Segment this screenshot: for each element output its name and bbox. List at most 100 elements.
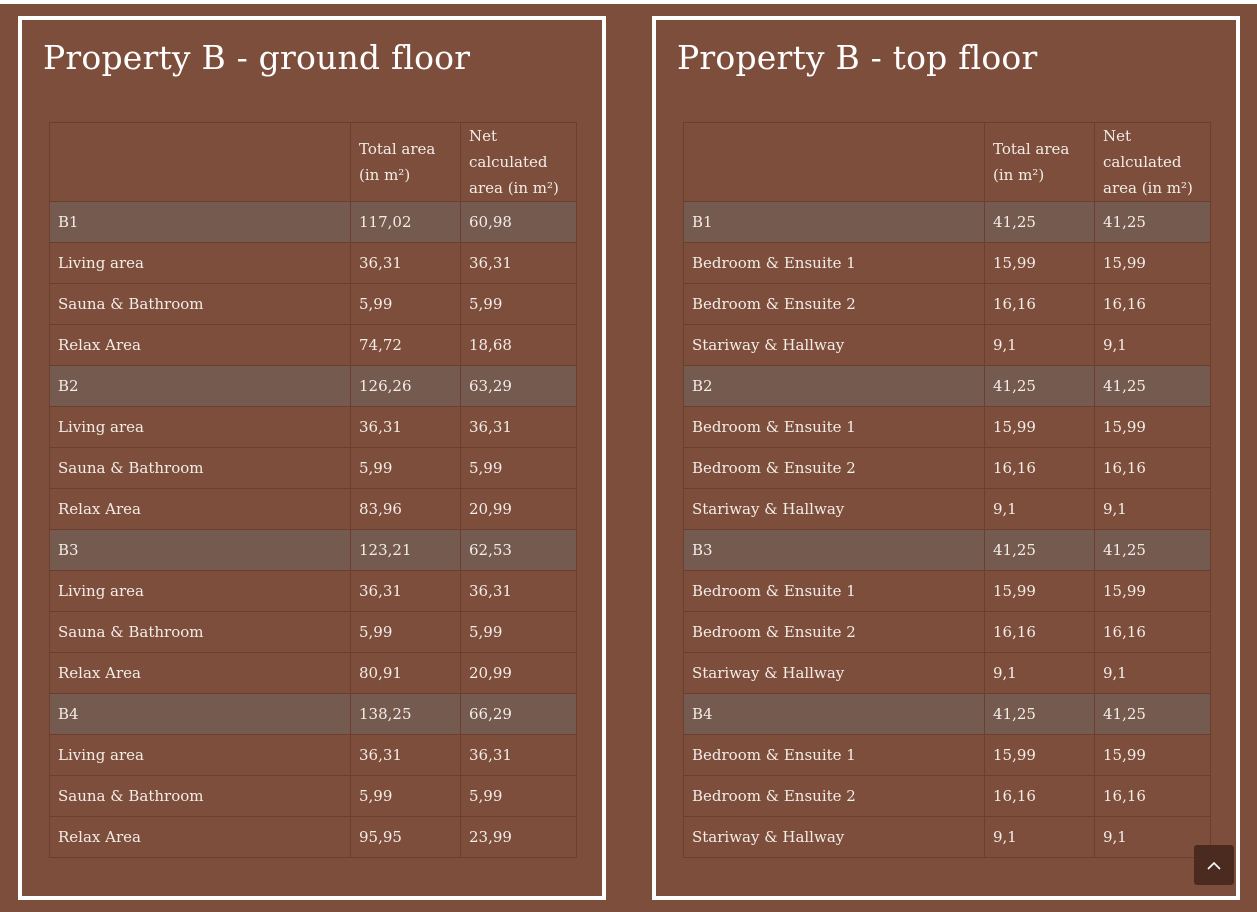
unit-group-row: B4 138,25 66,29 <box>49 693 577 735</box>
top-floor-table: Total area (in m²) Net calculated area (… <box>683 122 1211 858</box>
header-net-area: Net calculated area (in m²) <box>1094 122 1211 202</box>
unit-group-row: B3 41,25 41,25 <box>683 529 1211 571</box>
room-name-cell: Living area <box>49 242 351 284</box>
room-name-cell: Sauna & Bathroom <box>49 283 351 325</box>
total-area-cell: 41,25 <box>984 693 1095 735</box>
room-name-cell: Living area <box>49 570 351 612</box>
room-name-cell: Stariway & Hallway <box>683 816 985 858</box>
room-name-cell: Sauna & Bathroom <box>49 775 351 817</box>
total-area-cell: 36,31 <box>350 242 461 284</box>
net-area-cell: 15,99 <box>1094 406 1211 448</box>
total-area-cell: 16,16 <box>984 611 1095 653</box>
room-row: Relax Area 95,95 23,99 <box>49 816 577 858</box>
net-area-cell: 5,99 <box>460 611 577 653</box>
scroll-to-top-button[interactable] <box>1194 845 1234 885</box>
total-area-cell: 117,02 <box>350 201 461 243</box>
total-area-cell: 16,16 <box>984 283 1095 325</box>
total-area-cell: 95,95 <box>350 816 461 858</box>
room-row: Living area 36,31 36,31 <box>49 242 577 284</box>
room-row: Living area 36,31 36,31 <box>49 406 577 448</box>
net-area-cell: 9,1 <box>1094 816 1211 858</box>
room-row: Living area 36,31 36,31 <box>49 570 577 612</box>
top-floor-panel: Property B - top floor Total area (in m²… <box>652 16 1240 900</box>
net-area-cell: 66,29 <box>460 693 577 735</box>
total-area-cell: 138,25 <box>350 693 461 735</box>
room-row: Bedroom & Ensuite 2 16,16 16,16 <box>683 283 1211 325</box>
room-name-cell: Stariway & Hallway <box>683 652 985 694</box>
total-area-cell: 5,99 <box>350 611 461 653</box>
unit-group-row: B3 123,21 62,53 <box>49 529 577 571</box>
net-area-cell: 36,31 <box>460 734 577 776</box>
room-row: Bedroom & Ensuite 2 16,16 16,16 <box>683 447 1211 489</box>
net-area-cell: 5,99 <box>460 283 577 325</box>
room-name-cell: Stariway & Hallway <box>683 488 985 530</box>
net-area-cell: 5,99 <box>460 447 577 489</box>
unit-group-row: B1 41,25 41,25 <box>683 201 1211 243</box>
total-area-cell: 16,16 <box>984 447 1095 489</box>
room-name-cell: B2 <box>49 365 351 407</box>
header-total-area: Total area (in m²) <box>984 122 1095 202</box>
net-area-cell: 15,99 <box>1094 570 1211 612</box>
net-area-cell: 63,29 <box>460 365 577 407</box>
room-name-cell: Bedroom & Ensuite 2 <box>683 611 985 653</box>
total-area-cell: 36,31 <box>350 570 461 612</box>
table-header-row: Total area (in m²) Net calculated area (… <box>49 122 577 202</box>
room-row: Living area 36,31 36,31 <box>49 734 577 776</box>
total-area-cell: 15,99 <box>984 242 1095 284</box>
net-area-cell: 16,16 <box>1094 775 1211 817</box>
room-name-cell: Living area <box>49 406 351 448</box>
net-area-cell: 60,98 <box>460 201 577 243</box>
net-area-cell: 18,68 <box>460 324 577 366</box>
total-area-cell: 9,1 <box>984 488 1095 530</box>
room-row: Stariway & Hallway 9,1 9,1 <box>683 652 1211 694</box>
total-area-cell: 36,31 <box>350 406 461 448</box>
net-area-cell: 41,25 <box>1094 365 1211 407</box>
table-header-row: Total area (in m²) Net calculated area (… <box>683 122 1211 202</box>
room-name-cell: Relax Area <box>49 652 351 694</box>
net-area-cell: 15,99 <box>1094 734 1211 776</box>
net-area-cell: 62,53 <box>460 529 577 571</box>
room-name-cell: Bedroom & Ensuite 1 <box>683 570 985 612</box>
room-row: Stariway & Hallway 9,1 9,1 <box>683 488 1211 530</box>
room-row: Sauna & Bathroom 5,99 5,99 <box>49 447 577 489</box>
net-area-cell: 9,1 <box>1094 652 1211 694</box>
header-room <box>49 122 351 202</box>
total-area-cell: 9,1 <box>984 816 1095 858</box>
unit-group-row: B2 126,26 63,29 <box>49 365 577 407</box>
room-name-cell: Bedroom & Ensuite 1 <box>683 406 985 448</box>
ground-floor-panel: Property B - ground floor Total area (in… <box>18 16 606 900</box>
room-name-cell: B4 <box>49 693 351 735</box>
total-area-cell: 36,31 <box>350 734 461 776</box>
net-area-cell: 20,99 <box>460 488 577 530</box>
room-name-cell: Sauna & Bathroom <box>49 611 351 653</box>
room-name-cell: Living area <box>49 734 351 776</box>
total-area-cell: 126,26 <box>350 365 461 407</box>
total-area-cell: 15,99 <box>984 734 1095 776</box>
header-room <box>683 122 985 202</box>
total-area-cell: 123,21 <box>350 529 461 571</box>
room-row: Bedroom & Ensuite 2 16,16 16,16 <box>683 611 1211 653</box>
net-area-cell: 9,1 <box>1094 488 1211 530</box>
total-area-cell: 15,99 <box>984 570 1095 612</box>
header-net-area: Net calculated area (in m²) <box>460 122 577 202</box>
total-area-cell: 74,72 <box>350 324 461 366</box>
room-name-cell: Bedroom & Ensuite 1 <box>683 242 985 284</box>
net-area-cell: 36,31 <box>460 570 577 612</box>
room-row: Stariway & Hallway 9,1 9,1 <box>683 816 1211 858</box>
ground-floor-table: Total area (in m²) Net calculated area (… <box>49 122 577 858</box>
net-area-cell: 16,16 <box>1094 447 1211 489</box>
room-row: Bedroom & Ensuite 2 16,16 16,16 <box>683 775 1211 817</box>
room-row: Sauna & Bathroom 5,99 5,99 <box>49 611 577 653</box>
room-name-cell: Relax Area <box>49 324 351 366</box>
room-name-cell: B1 <box>49 201 351 243</box>
panel-title: Property B - top floor <box>677 38 1038 77</box>
room-name-cell: Relax Area <box>49 816 351 858</box>
net-area-cell: 16,16 <box>1094 611 1211 653</box>
room-name-cell: Stariway & Hallway <box>683 324 985 366</box>
room-name-cell: Relax Area <box>49 488 351 530</box>
room-row: Sauna & Bathroom 5,99 5,99 <box>49 775 577 817</box>
total-area-cell: 41,25 <box>984 529 1095 571</box>
net-area-cell: 16,16 <box>1094 283 1211 325</box>
total-area-cell: 41,25 <box>984 201 1095 243</box>
header-total-area: Total area (in m²) <box>350 122 461 202</box>
